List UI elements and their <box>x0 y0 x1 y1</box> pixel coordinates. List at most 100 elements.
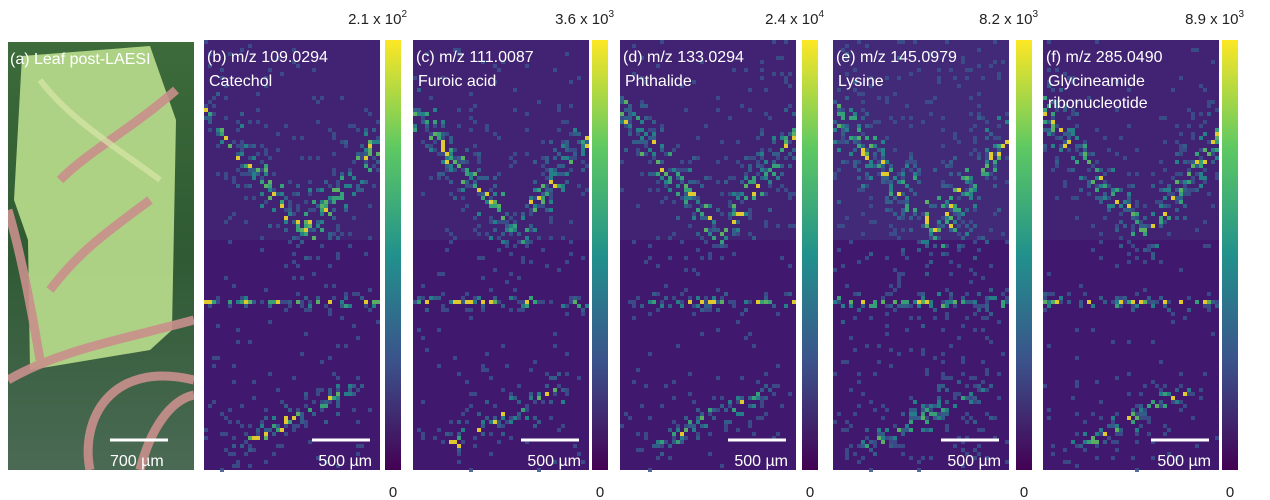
pixel <box>533 400 537 404</box>
colorbar-max-exponent: 3 <box>608 9 614 20</box>
pixel <box>688 196 692 200</box>
pixel <box>981 276 985 280</box>
pixel <box>909 228 913 232</box>
pixel <box>461 188 465 192</box>
pixel <box>849 300 853 304</box>
pixel <box>537 420 541 424</box>
pixel <box>529 368 533 372</box>
pixel <box>1043 144 1047 148</box>
pixel <box>324 180 328 184</box>
pixel <box>660 40 664 44</box>
pixel <box>336 392 340 396</box>
pixel <box>833 300 837 304</box>
pixel <box>505 280 509 284</box>
pixel <box>756 184 760 188</box>
pixel <box>320 200 324 204</box>
pixel <box>581 256 585 260</box>
pixel <box>324 304 328 308</box>
pixel <box>553 156 557 160</box>
pixel <box>628 132 632 136</box>
pixel <box>268 68 272 72</box>
pixel <box>316 392 320 396</box>
pixel <box>469 108 473 112</box>
pixel <box>784 304 788 308</box>
colorbar <box>1222 40 1238 470</box>
pixel <box>276 388 280 392</box>
pixel <box>752 192 756 196</box>
pixel <box>704 424 708 428</box>
pixel <box>573 152 577 156</box>
pixel <box>569 168 573 172</box>
pixel <box>1063 460 1067 464</box>
pixel <box>929 456 933 460</box>
colorbar-max-exponent: 4 <box>818 9 824 20</box>
pixel <box>989 132 993 136</box>
pixel <box>760 68 764 72</box>
pixel <box>557 384 561 388</box>
pixel <box>461 168 465 172</box>
pixel <box>897 276 901 280</box>
pixel <box>748 212 752 216</box>
pixel <box>469 116 473 120</box>
pixel <box>581 152 585 156</box>
pixel <box>1211 204 1215 208</box>
pixel <box>296 300 300 304</box>
pixel <box>352 384 356 388</box>
pixel <box>700 416 704 420</box>
pixel <box>833 120 837 124</box>
pixel <box>1051 124 1055 128</box>
pixel <box>304 424 308 428</box>
pixel <box>228 144 232 148</box>
pixel <box>1115 152 1119 156</box>
pixel <box>541 248 545 252</box>
pixel <box>557 372 561 376</box>
pixel <box>1043 112 1047 116</box>
pixel <box>700 412 704 416</box>
pixel <box>1207 140 1211 144</box>
pixel <box>957 212 961 216</box>
pixel <box>1103 136 1107 140</box>
pixel <box>441 160 445 164</box>
pixel <box>441 172 445 176</box>
pixel <box>1127 196 1131 200</box>
pixel <box>1055 196 1059 200</box>
pixel <box>565 144 569 148</box>
pixel <box>857 140 861 144</box>
pixel <box>648 148 652 152</box>
pixel <box>833 172 837 176</box>
pixel <box>489 420 493 424</box>
pixel <box>917 248 921 252</box>
pixel <box>668 444 672 448</box>
pixel <box>660 304 664 308</box>
pixel <box>865 124 869 128</box>
pixel <box>668 256 672 260</box>
pixel <box>648 172 652 176</box>
pixel <box>1091 440 1095 444</box>
pixel <box>788 152 792 156</box>
pixel <box>477 156 481 160</box>
pixel <box>869 468 873 472</box>
pixel <box>696 156 700 160</box>
pixel <box>332 152 336 156</box>
pixel <box>945 428 949 432</box>
pixel <box>628 112 632 116</box>
pixel <box>885 332 889 336</box>
pixel <box>841 160 845 164</box>
pixel <box>901 168 905 172</box>
pixel <box>557 108 561 112</box>
pixel <box>720 464 724 468</box>
pixel <box>469 404 473 408</box>
pixel <box>997 152 1001 156</box>
pixel <box>652 156 656 160</box>
pixel <box>644 132 648 136</box>
pixel <box>788 392 792 396</box>
pixel <box>989 264 993 268</box>
pixel <box>1191 392 1195 396</box>
pixel <box>1163 188 1167 192</box>
pixel <box>1147 244 1151 248</box>
pixel <box>889 444 893 448</box>
pixel <box>929 228 933 232</box>
pixel <box>632 304 636 308</box>
pixel <box>756 152 760 156</box>
pixel <box>873 120 877 124</box>
